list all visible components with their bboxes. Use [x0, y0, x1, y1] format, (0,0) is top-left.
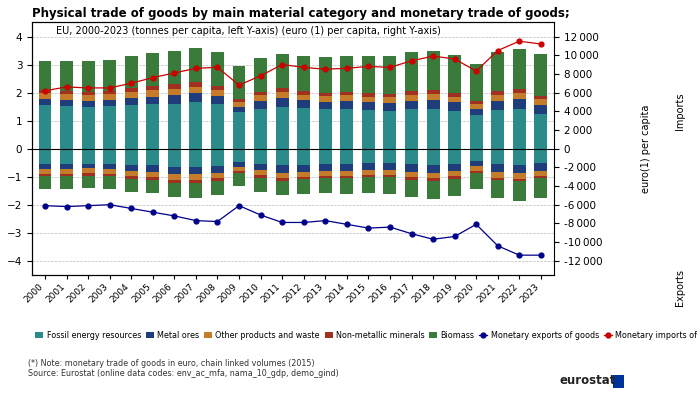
Bar	[491, 95, 504, 101]
Point	[255, 212, 266, 218]
Bar	[190, 149, 202, 167]
Text: (*) Note: monetary trade of goods in euro, chain linked volumes (2015)
Source: E: (*) Note: monetary trade of goods in eur…	[28, 359, 339, 379]
Bar	[491, 91, 504, 95]
Bar	[82, 101, 94, 107]
Bar	[276, 92, 288, 98]
Text: EU, 2000-2023 (tonnes per capita, left Y-axis) (euro (1) per capita, right Y-axi: EU, 2000-2023 (tonnes per capita, left Y…	[56, 26, 441, 36]
Point	[61, 203, 72, 210]
Bar	[254, 149, 267, 164]
Point	[298, 64, 309, 71]
Bar	[340, 95, 354, 101]
Bar	[146, 149, 160, 166]
Bar	[426, 94, 440, 100]
Bar	[60, 176, 73, 189]
Bar	[103, 106, 116, 149]
Point	[514, 252, 525, 259]
Bar	[211, 90, 224, 96]
Bar	[491, 110, 504, 149]
Bar	[168, 174, 181, 180]
Bar	[384, 170, 396, 175]
Point	[320, 217, 331, 224]
Bar	[491, 149, 504, 164]
Bar	[534, 105, 547, 114]
Text: Physical trade of goods by main material category and monetary trade of goods;: Physical trade of goods by main material…	[32, 7, 570, 20]
Bar	[232, 171, 246, 173]
Bar	[254, 92, 267, 95]
Bar	[448, 103, 461, 111]
Bar	[298, 91, 310, 95]
Bar	[318, 164, 332, 170]
Bar	[491, 180, 504, 198]
Bar	[470, 109, 483, 115]
Bar	[534, 163, 547, 170]
Bar	[232, 112, 246, 149]
Bar	[103, 59, 116, 91]
Bar	[38, 149, 51, 164]
Bar	[38, 90, 51, 93]
Bar	[254, 175, 267, 178]
Bar	[426, 109, 440, 149]
Bar	[384, 94, 396, 97]
Bar	[362, 175, 375, 177]
Bar	[82, 92, 94, 95]
Bar	[534, 99, 547, 105]
Point	[104, 201, 116, 208]
Bar	[232, 66, 246, 99]
Bar	[318, 93, 332, 96]
Bar	[125, 105, 138, 149]
Bar	[103, 176, 116, 189]
Bar	[82, 168, 94, 173]
Bar	[125, 179, 138, 192]
Bar	[362, 149, 375, 163]
Bar	[146, 105, 160, 149]
Point	[428, 236, 439, 243]
Point	[428, 53, 439, 59]
Bar	[190, 167, 202, 174]
Bar	[125, 176, 138, 179]
Bar	[384, 175, 396, 177]
Bar	[340, 55, 354, 92]
Bar	[60, 91, 73, 94]
Bar	[168, 85, 181, 89]
Bar	[448, 179, 461, 196]
Bar	[146, 180, 160, 193]
Bar	[491, 172, 504, 178]
Point	[536, 252, 547, 259]
Bar	[384, 111, 396, 149]
Bar	[470, 173, 483, 189]
Bar	[276, 149, 288, 166]
Bar	[211, 51, 224, 86]
Bar	[318, 149, 332, 164]
Bar	[168, 167, 181, 174]
Bar	[146, 166, 160, 172]
Bar	[384, 56, 396, 94]
Bar	[513, 49, 526, 89]
Point	[169, 213, 180, 219]
Point	[169, 70, 180, 76]
Point	[212, 64, 223, 71]
Bar	[513, 179, 526, 182]
Bar	[534, 149, 547, 163]
Bar	[448, 149, 461, 164]
Text: Imports: Imports	[676, 93, 685, 130]
Point	[233, 202, 244, 209]
Bar	[405, 164, 418, 172]
Bar	[254, 170, 267, 175]
Bar	[384, 97, 396, 103]
Bar	[103, 169, 116, 174]
Bar	[190, 183, 202, 198]
Point	[104, 85, 116, 91]
Bar	[298, 179, 310, 194]
Bar	[298, 177, 310, 179]
Bar	[125, 165, 138, 170]
Bar	[190, 103, 202, 149]
Bar	[534, 178, 547, 198]
Bar	[362, 56, 375, 93]
Bar	[146, 172, 160, 177]
Bar	[405, 180, 418, 197]
Bar	[513, 89, 526, 93]
Bar	[491, 52, 504, 91]
Point	[492, 243, 503, 249]
Bar	[276, 166, 288, 173]
Bar	[232, 102, 246, 107]
